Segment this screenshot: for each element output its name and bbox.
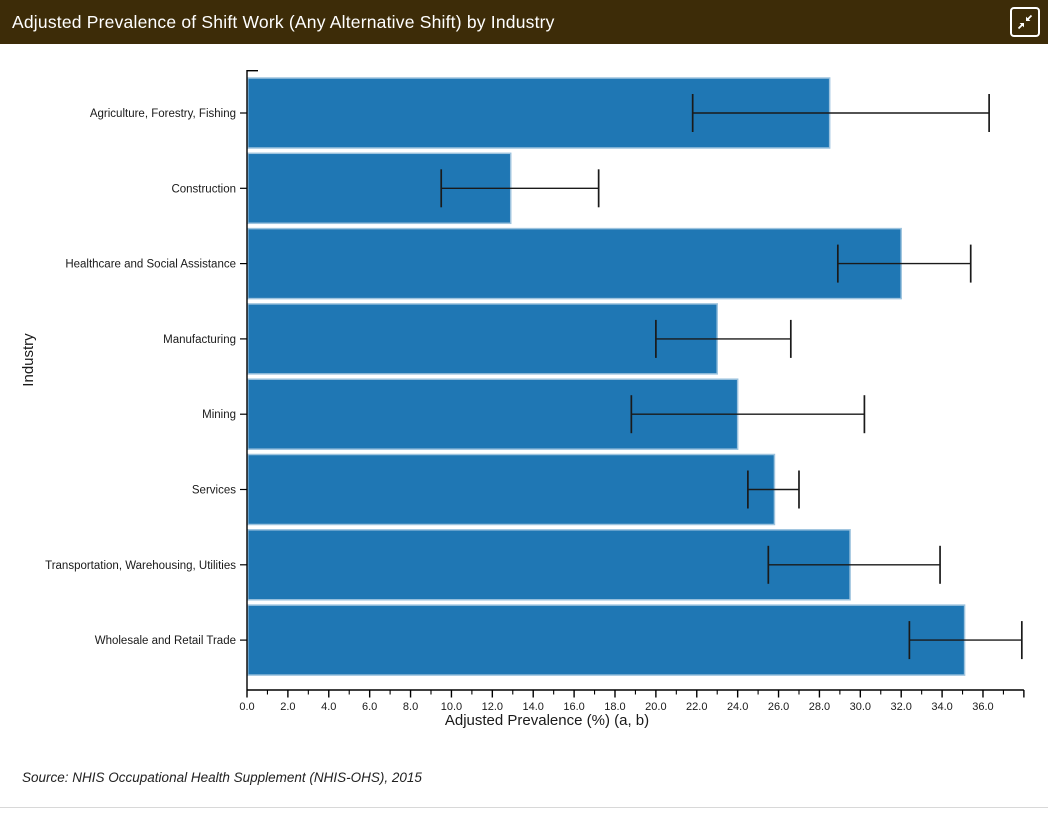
- bar: [247, 303, 718, 375]
- x-tick-label: 26.0: [768, 701, 789, 713]
- x-tick-label: 6.0: [362, 701, 377, 713]
- source-note: Source: NHIS Occupational Health Supplem…: [22, 770, 422, 785]
- y-category-label: Construction: [171, 183, 236, 195]
- x-tick-label: 10.0: [441, 701, 462, 713]
- y-category-label: Wholesale and Retail Trade: [95, 635, 236, 647]
- x-tick-label: 22.0: [686, 701, 707, 713]
- x-tick-label: 0.0: [239, 701, 254, 713]
- x-tick-label: 28.0: [809, 701, 830, 713]
- chart-title: Adjusted Prevalence of Shift Work (Any A…: [12, 11, 555, 32]
- y-category-label: Agriculture, Forestry, Fishing: [90, 108, 236, 120]
- x-tick-label: 12.0: [482, 701, 503, 713]
- x-tick-label: 36.0: [972, 701, 993, 713]
- bar: [247, 604, 966, 676]
- x-tick-label: 32.0: [890, 701, 911, 713]
- bottom-divider: [0, 807, 1048, 808]
- bar-chart: Agriculture, Forestry, Fishing Constructi…: [45, 70, 1025, 713]
- x-tick-label: 2.0: [280, 701, 295, 713]
- x-tick-label: 8.0: [403, 701, 418, 713]
- x-tick-label: 24.0: [727, 701, 748, 713]
- title-bar: Adjusted Prevalence of Shift Work (Any A…: [0, 0, 1048, 44]
- x-tick-label: 20.0: [645, 701, 666, 713]
- bar: [247, 227, 902, 300]
- x-tick-label: 4.0: [321, 701, 336, 713]
- x-axis-title: Adjusted Prevalence (%) (a, b): [444, 712, 650, 729]
- x-tick-label: 16.0: [563, 701, 584, 713]
- y-category-label: Transportation, Warehousing, Utilities: [45, 560, 236, 572]
- y-axis-title: Industry: [20, 333, 37, 387]
- y-category-label: Manufacturing: [163, 334, 236, 346]
- bar: [247, 453, 776, 526]
- x-tick-label: 18.0: [604, 701, 625, 713]
- y-category-label: Mining: [202, 409, 236, 421]
- x-tick-label: 30.0: [850, 701, 871, 713]
- x-tick-label: 14.0: [523, 701, 544, 713]
- y-category-label: Healthcare and Social Assistance: [65, 259, 236, 271]
- y-category-label: Services: [192, 485, 236, 497]
- x-tick-label: 34.0: [931, 701, 952, 713]
- bar: [247, 529, 851, 601]
- compress-arrows-icon: [1017, 14, 1033, 30]
- collapse-button[interactable]: [1010, 7, 1040, 37]
